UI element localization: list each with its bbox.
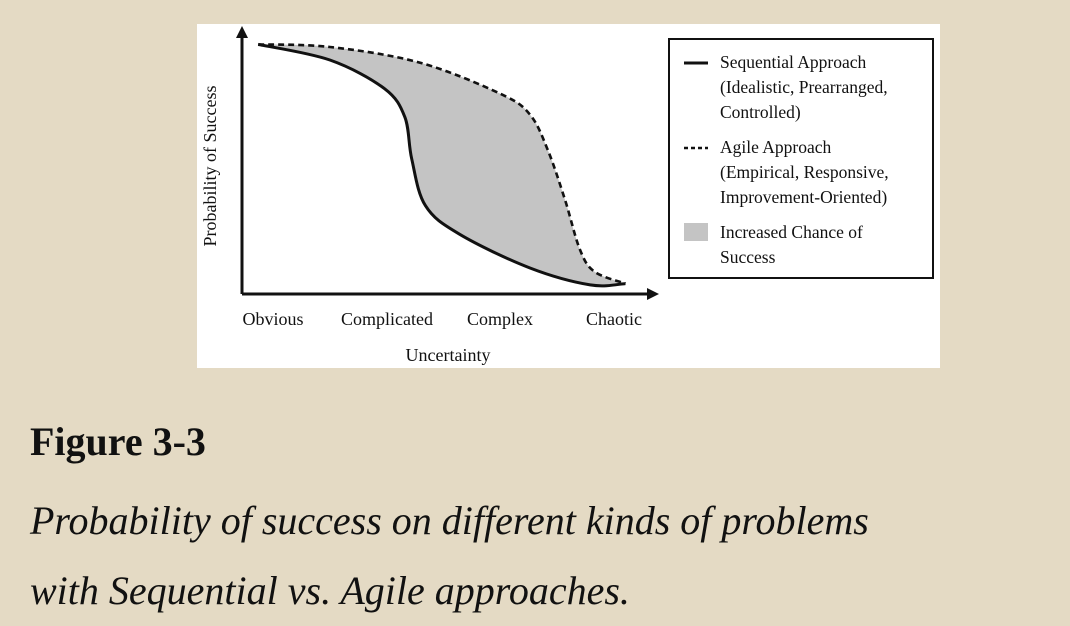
increased-chance-area	[258, 44, 626, 286]
figure-number: Figure 3-3	[30, 419, 206, 464]
legend-text: (Empirical, Responsive,	[720, 162, 889, 182]
x-axis-label: Uncertainty	[406, 345, 491, 365]
area-swatch	[684, 223, 708, 241]
legend-text: (Idealistic, Prearranged,	[720, 77, 888, 97]
legend-text: Increased Chance of	[720, 222, 863, 242]
x-tick-label: Complicated	[341, 309, 433, 329]
figure-caption: Probability of success on different kind…	[30, 486, 869, 626]
agile-line	[258, 43, 626, 285]
legend-text: Sequential Approach	[720, 52, 867, 72]
x-axis-arrow	[647, 288, 659, 300]
legend-text: Controlled)	[720, 102, 801, 122]
caption-line: Probability of success on different kind…	[30, 498, 869, 543]
x-tick-label: Chaotic	[586, 309, 642, 329]
sequential-line	[257, 42, 626, 288]
dashed-line-key	[684, 146, 708, 150]
y-axis-arrow	[236, 26, 248, 38]
solid-line-key	[684, 61, 708, 65]
legend-text: Improvement-Oriented)	[720, 187, 888, 207]
legend-text: Success	[720, 247, 776, 267]
x-tick-label: Complex	[467, 309, 533, 329]
caption-line: with Sequential vs. Agile approaches.	[30, 568, 630, 613]
legend-text: Agile Approach	[720, 137, 832, 157]
y-axis-label: Probability of Success	[200, 86, 220, 247]
legend: Sequential Approach (Idealistic, Prearra…	[668, 38, 934, 279]
x-tick-label: Obvious	[242, 309, 303, 329]
